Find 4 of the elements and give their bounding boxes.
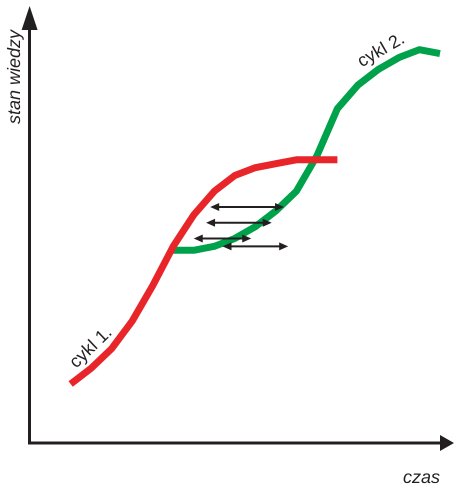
text: cykl 2. bbox=[354, 28, 408, 71]
text: cykl 1. bbox=[65, 322, 116, 372]
x-axis-title: czas bbox=[402, 467, 440, 488]
y-axis-title: stan wiedzy bbox=[4, 29, 24, 124]
